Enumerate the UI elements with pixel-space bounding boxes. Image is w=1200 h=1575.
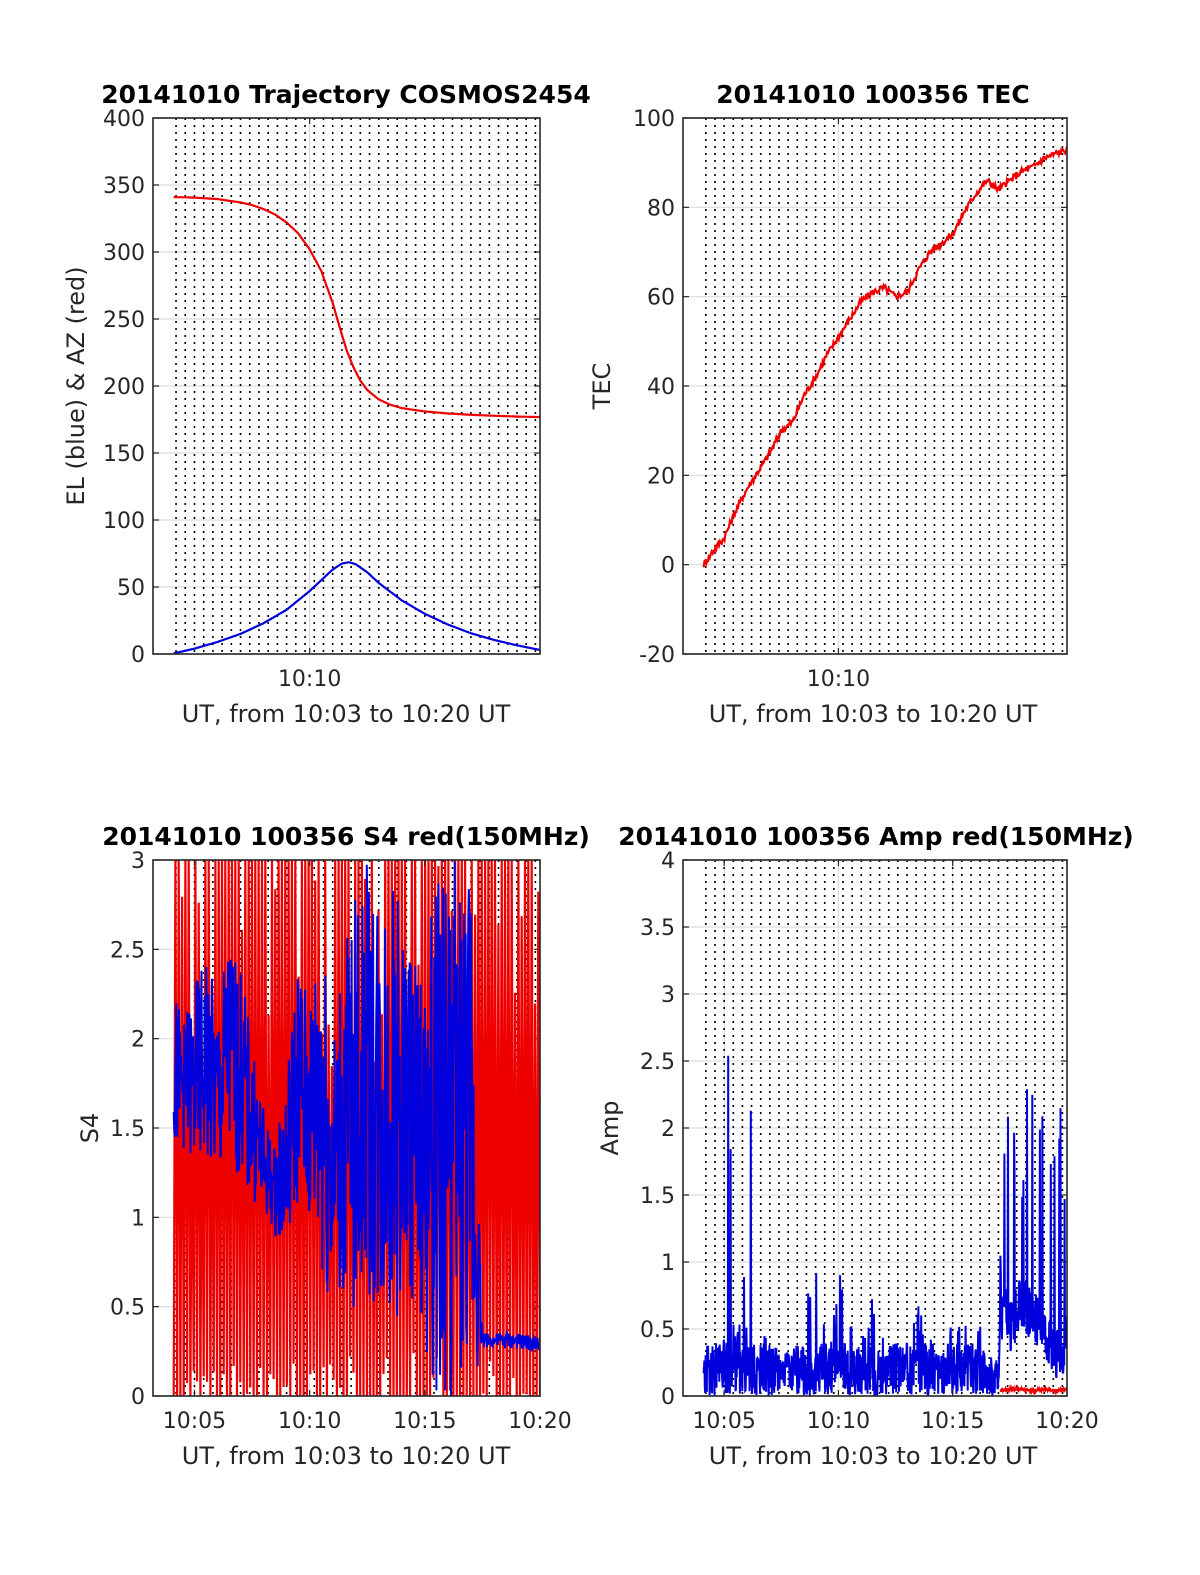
y-tick-label: 0 — [661, 554, 675, 579]
y-tick-label: 100 — [633, 107, 675, 132]
axes-box — [682, 117, 1068, 655]
y-tick-label: 4 — [661, 849, 675, 874]
y-tick-label: 0 — [661, 1385, 675, 1410]
series-line-red — [999, 1384, 1067, 1396]
series-line-EL — [173, 561, 540, 654]
y-tick-label: 1.5 — [110, 1117, 145, 1142]
y-tick-label: 1 — [131, 1206, 145, 1231]
y-tick-label: -20 — [639, 643, 675, 668]
y-tick-label: 20 — [647, 464, 675, 489]
axes-box — [152, 859, 541, 1397]
y-tick-label: 60 — [647, 286, 675, 311]
chart-s4: 20141010 100356 S4 red(150MHz) UT, from … — [76, 822, 590, 1470]
series-line-blue — [702, 1055, 1067, 1396]
y-tick-label: 2.5 — [640, 1050, 675, 1075]
y-tick-label: 50 — [117, 576, 145, 601]
y-axis-label: Amp — [596, 1100, 624, 1155]
series-line-TEC — [702, 146, 1067, 568]
y-tick-label: 100 — [103, 509, 145, 534]
y-axis-label: S4 — [76, 1113, 104, 1144]
x-axis-label: UT, from 10:03 to 10:20 UT — [182, 1442, 511, 1470]
x-axis-label: UT, from 10:03 to 10:20 UT — [709, 700, 1038, 728]
series-line-blue — [172, 861, 540, 1396]
axes-box — [682, 859, 1068, 1397]
chart-title: 20141010 100356 TEC — [716, 80, 1029, 109]
y-tick-label: 200 — [103, 375, 145, 400]
y-tick-label: 2 — [661, 1117, 675, 1142]
y-tick-label: 1.5 — [640, 1184, 675, 1209]
y-tick-label: 350 — [103, 174, 145, 199]
x-tick-label: 10:05 — [692, 1409, 755, 1434]
x-tick-label: 10:10 — [807, 667, 870, 692]
y-tick-label: 80 — [647, 196, 675, 221]
chart-amp: 20141010 100356 Amp red(150MHz) UT, from… — [596, 822, 1134, 1470]
y-tick-label: 250 — [103, 308, 145, 333]
x-tick-label: 10:10 — [278, 667, 341, 692]
x-tick-label: 10:20 — [508, 1409, 571, 1434]
y-tick-label: 300 — [103, 241, 145, 266]
x-axis-label: UT, from 10:03 to 10:20 UT — [182, 700, 511, 728]
x-tick-label: 10:15 — [921, 1409, 984, 1434]
x-tick-label: 10:20 — [1035, 1409, 1098, 1434]
axes-box — [152, 117, 541, 655]
y-tick-label: 2 — [131, 1028, 145, 1053]
x-tick-label: 10:10 — [278, 1409, 341, 1434]
y-tick-label: 40 — [647, 375, 675, 400]
y-tick-label: 3.5 — [640, 916, 675, 941]
y-tick-label: 0 — [131, 643, 145, 668]
x-tick-label: 10:05 — [163, 1409, 226, 1434]
y-tick-label: 3 — [661, 983, 675, 1008]
chart-tec: 20141010 100356 TEC UT, from 10:03 to 10… — [588, 80, 1068, 728]
y-tick-label: 400 — [103, 107, 145, 132]
chart-title: 20141010 100356 Amp red(150MHz) — [618, 822, 1134, 851]
chart-trajectory: 20141010 Trajectory COSMOS2454 UT, from … — [62, 80, 591, 728]
y-tick-label: 150 — [103, 442, 145, 467]
y-tick-label: 0.5 — [110, 1296, 145, 1321]
y-tick-label: 0 — [131, 1385, 145, 1410]
series-line-AZ — [173, 196, 540, 419]
chart-title: 20141010 Trajectory COSMOS2454 — [101, 80, 591, 109]
y-tick-label: 1 — [661, 1251, 675, 1276]
chart-title: 20141010 100356 S4 red(150MHz) — [102, 822, 590, 851]
x-tick-label: 10:10 — [807, 1409, 870, 1434]
y-axis-label: TEC — [588, 363, 616, 411]
y-tick-label: 3 — [131, 849, 145, 874]
x-tick-label: 10:15 — [393, 1409, 456, 1434]
x-axis-label: UT, from 10:03 to 10:20 UT — [709, 1442, 1038, 1470]
y-axis-label: EL (blue) & AZ (red) — [62, 266, 90, 505]
y-tick-label: 2.5 — [110, 938, 145, 963]
y-tick-label: 0.5 — [640, 1318, 675, 1343]
